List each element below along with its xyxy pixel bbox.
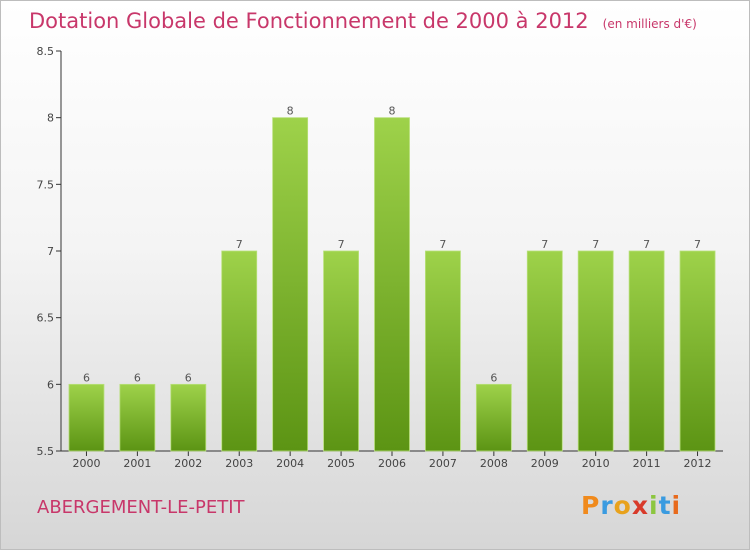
- chart-subtitle: (en milliers d'€): [602, 17, 697, 31]
- bar-2006: [374, 117, 410, 452]
- x-tick-label: 2011: [633, 457, 661, 470]
- x-tick-label: 2003: [225, 457, 253, 470]
- y-axis: 5.5 6 6.5 7 7.5 8 8.5: [37, 45, 62, 458]
- bar-value-label: 7: [694, 238, 701, 251]
- logo-letter: i: [671, 491, 682, 520]
- bar-2008: [475, 383, 512, 452]
- bar-value-label: 7: [338, 238, 345, 251]
- x-tick-label: 2000: [72, 457, 100, 470]
- bar-value-label: 7: [439, 238, 446, 251]
- logo-letter: o: [613, 491, 632, 520]
- bar-2009: [526, 250, 563, 452]
- x-tick-label: 2002: [174, 457, 202, 470]
- y-tick-label: 7.5: [37, 178, 55, 191]
- proxiti-logo[interactable]: Proxiti: [581, 491, 681, 520]
- bar-2005: [323, 250, 359, 452]
- x-tick-label: 2005: [327, 457, 355, 470]
- x-tick-label: 2012: [684, 457, 712, 470]
- bars: 6 6 6 7 8 7 8 7 6 7 7 7 7: [68, 105, 716, 452]
- x-tick-label: 2006: [378, 457, 406, 470]
- bar-2000: [68, 383, 105, 452]
- bar-value-label: 7: [592, 238, 599, 251]
- y-tick-label: 6: [47, 378, 54, 391]
- x-tick-label: 2001: [123, 457, 151, 470]
- x-tick-label: 2007: [429, 457, 457, 470]
- commune-name: ABERGEMENT-LE-PETIT: [37, 497, 245, 518]
- logo-letter: i: [649, 491, 659, 520]
- bar-value-label: 6: [134, 371, 141, 384]
- chart-title-text: Dotation Globale de Fonctionnement de 20…: [29, 9, 589, 33]
- logo-letter: P: [581, 491, 601, 520]
- bar-value-label: 8: [287, 105, 294, 118]
- bar-value-label: 6: [185, 371, 192, 384]
- bar-2001: [119, 383, 156, 452]
- chart-title: Dotation Globale de Fonctionnement de 20…: [29, 9, 697, 33]
- y-tick-label: 8.5: [37, 45, 55, 58]
- bar-2012: [679, 250, 716, 452]
- bar-value-label: 7: [643, 238, 650, 251]
- x-tick-label: 2008: [480, 457, 508, 470]
- bar-value-label: 8: [389, 105, 396, 118]
- bar-2004: [272, 117, 309, 452]
- x-tick-label: 2009: [531, 457, 559, 470]
- x-tick-label: 2010: [582, 457, 610, 470]
- y-tick-label: 8: [47, 112, 54, 125]
- bar-2002: [170, 383, 207, 452]
- bar-2007: [425, 250, 461, 452]
- x-axis: 2000 2001 2002 2003 2004 2005 2006 2007 2008 2009…: [61, 450, 723, 470]
- y-tick-label: 6.5: [37, 312, 55, 325]
- bar-value-label: 7: [541, 238, 548, 251]
- y-tick-label: 7: [47, 245, 54, 258]
- bar-value-label: 6: [490, 371, 497, 384]
- logo-letter: x: [631, 491, 649, 520]
- bar-value-label: 7: [236, 238, 243, 251]
- x-tick-label: 2004: [276, 457, 304, 470]
- y-tick-label: 5.5: [37, 445, 55, 458]
- logo-letter: t: [658, 491, 672, 520]
- bar-2011: [628, 250, 665, 452]
- bar-2003: [221, 250, 258, 452]
- bar-2010: [577, 250, 614, 452]
- logo-letter: r: [600, 491, 614, 520]
- bar-value-label: 6: [83, 371, 90, 384]
